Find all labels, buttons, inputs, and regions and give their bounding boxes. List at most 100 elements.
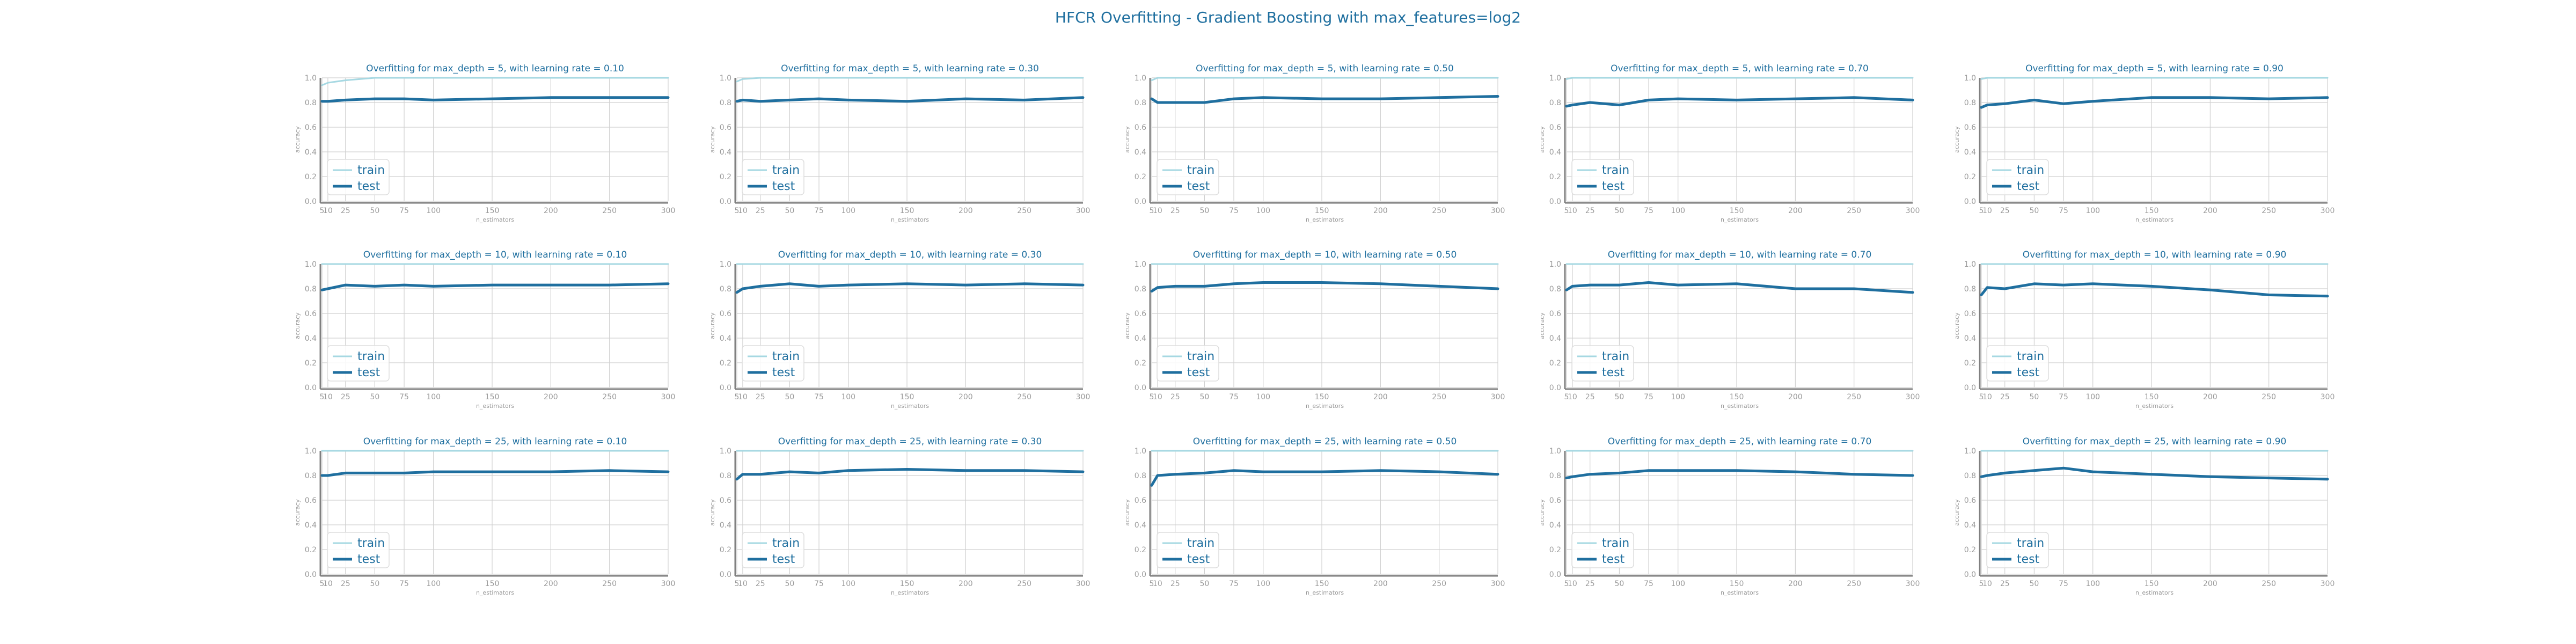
subplot-title: Overfitting for max_depth = 25, with lea… xyxy=(1193,436,1457,447)
data-point-test xyxy=(1853,97,1855,98)
data-point-test xyxy=(492,471,493,473)
data-point-train xyxy=(1853,264,1855,265)
y-tick-label: 0.0 xyxy=(1964,570,1976,579)
series-line-test xyxy=(320,96,670,103)
data-point-train xyxy=(2151,450,2153,452)
x-tick-label: 75 xyxy=(1644,580,1653,588)
data-point-train xyxy=(2151,264,2153,265)
data-point-test xyxy=(906,283,908,284)
y-tick-label: 0.6 xyxy=(1135,496,1146,505)
x-tick-label: 75 xyxy=(2059,580,2068,588)
data-point-test xyxy=(2063,284,2065,286)
data-point-train xyxy=(847,450,849,452)
data-point-test xyxy=(327,288,328,290)
data-point-train xyxy=(1151,264,1153,265)
x-tick-label: 5 xyxy=(1150,207,1154,215)
data-point-test xyxy=(2268,477,2270,479)
x-tick-label: 300 xyxy=(661,580,676,588)
data-point-test xyxy=(818,472,820,474)
data-point-train xyxy=(742,78,743,80)
y-tick-label: 0.8 xyxy=(720,99,731,107)
data-point-train xyxy=(847,264,849,265)
data-point-train xyxy=(1981,264,1982,265)
y-tick-label: 0.4 xyxy=(305,334,317,343)
series-line-test xyxy=(1565,469,1914,480)
data-point-train xyxy=(906,450,908,452)
data-point-train xyxy=(1438,77,1440,79)
x-tick-label: 75 xyxy=(1229,580,1239,588)
data-point-test xyxy=(550,97,552,98)
data-point-train xyxy=(965,264,967,265)
series-line-test xyxy=(1150,95,1499,104)
x-tick-label: 5 xyxy=(1150,580,1154,588)
x-tick-label: 10 xyxy=(738,207,748,215)
legend-label-train: train xyxy=(2017,164,2044,177)
x-tick-label: 10 xyxy=(738,393,748,401)
data-point-test xyxy=(759,286,761,287)
y-tick-label: 0.8 xyxy=(720,285,731,294)
data-point-train xyxy=(1174,450,1176,452)
x-tick-label: 150 xyxy=(2145,580,2159,588)
x-tick-label: 10 xyxy=(323,207,333,215)
subplot-title: Overfitting for max_depth = 25, with lea… xyxy=(778,436,1042,447)
x-tick-label: 50 xyxy=(785,580,794,588)
data-point-test xyxy=(1204,286,1205,287)
legend-label-test: test xyxy=(357,180,380,193)
data-point-test xyxy=(742,473,743,475)
y-tick-label: 0.6 xyxy=(305,496,317,505)
x-tick-label: 150 xyxy=(1315,207,1329,215)
data-point-train xyxy=(2151,77,2153,79)
subplot: Overfitting for max_depth = 10, with lea… xyxy=(1124,250,1505,409)
legend-label-test: test xyxy=(772,180,795,193)
data-point-test xyxy=(609,470,610,471)
data-point-train xyxy=(1912,450,1914,452)
data-point-train xyxy=(1619,450,1620,452)
data-point-train xyxy=(321,84,323,86)
data-point-train xyxy=(1795,77,1796,79)
y-tick-label: 0.4 xyxy=(1135,521,1146,530)
data-point-test xyxy=(1023,470,1025,471)
y-tick-label: 1.0 xyxy=(1964,260,1976,269)
series-line-test xyxy=(1565,281,1914,294)
x-tick-label: 25 xyxy=(756,393,765,401)
data-point-test xyxy=(1795,288,1796,290)
y-tick-label: 0.2 xyxy=(1135,173,1146,181)
legend-label-test: test xyxy=(772,553,795,566)
data-point-train xyxy=(1023,264,1025,265)
y-tick-label: 0.8 xyxy=(1964,99,1976,107)
data-point-train xyxy=(2092,450,2094,452)
subplot: Overfitting for max_depth = 5, with lear… xyxy=(1953,63,2334,223)
data-point-test xyxy=(345,284,346,286)
x-tick-label: 10 xyxy=(1153,580,1162,588)
data-point-test xyxy=(1648,282,1650,283)
data-point-test xyxy=(736,478,738,480)
x-tick-label: 50 xyxy=(1199,207,1209,215)
data-point-train xyxy=(668,77,669,79)
data-point-test xyxy=(1082,471,1084,473)
data-point-train xyxy=(1321,77,1323,79)
subplot-title: Overfitting for max_depth = 5, with lear… xyxy=(781,63,1039,74)
y-tick-label: 0.6 xyxy=(1964,123,1976,132)
x-tick-label: 250 xyxy=(1847,393,1861,401)
data-point-test xyxy=(321,100,323,102)
data-point-train xyxy=(433,264,434,265)
data-point-test xyxy=(2327,97,2329,98)
x-axis-label: n_estimators xyxy=(891,216,929,223)
data-point-test xyxy=(759,100,761,102)
data-point-train xyxy=(2092,264,2094,265)
subplot-title: Overfitting for max_depth = 10, with lea… xyxy=(2023,250,2287,260)
data-point-test xyxy=(404,284,405,286)
data-point-train xyxy=(1566,264,1568,265)
x-tick-label: 50 xyxy=(370,580,379,588)
data-point-test xyxy=(492,98,493,100)
subplot: Overfitting for max_depth = 10, with lea… xyxy=(294,250,675,409)
x-axis-label: n_estimators xyxy=(1721,589,1759,596)
subplot: Overfitting for max_depth = 25, with lea… xyxy=(709,436,1090,596)
data-point-train xyxy=(2209,450,2211,452)
x-tick-label: 250 xyxy=(602,393,617,401)
data-point-test xyxy=(1736,470,1738,471)
data-point-test xyxy=(1204,472,1205,474)
x-axis-label: n_estimators xyxy=(1306,589,1344,596)
data-point-test xyxy=(1497,288,1499,290)
y-tick-label: 0.8 xyxy=(1135,99,1146,107)
